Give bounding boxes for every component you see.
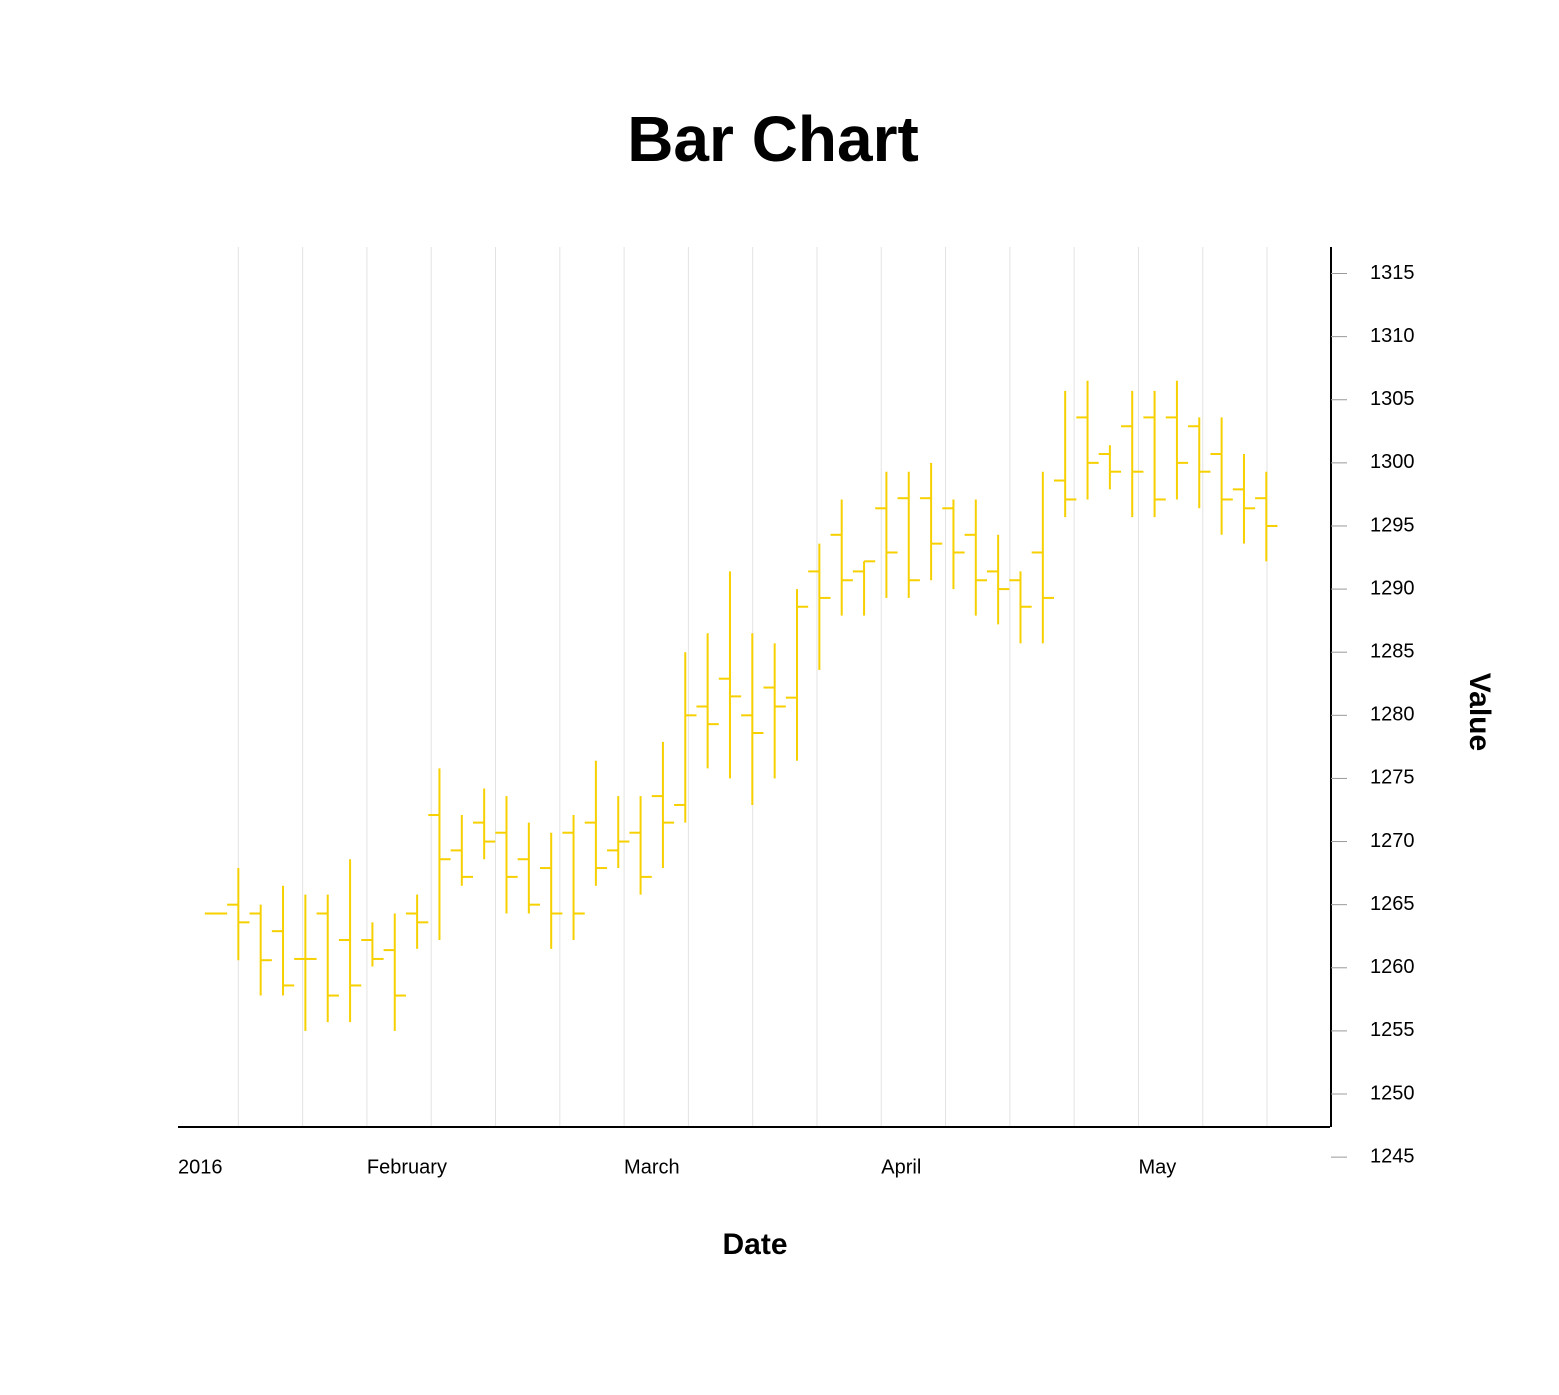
y-tick-label: 1305 [1370,388,1415,410]
x-tick-label: March [624,1156,680,1178]
y-tick-label: 1275 [1370,767,1415,789]
x-tick-label: April [881,1156,921,1178]
x-axis-title: Date [722,1228,787,1261]
y-tick-label: 1245 [1370,1145,1415,1167]
y-tick-label: 1270 [1370,830,1415,852]
y-tick-label: 1260 [1370,956,1415,978]
x-tick-label: 2016 [178,1156,223,1178]
y-tick-label: 1310 [1370,325,1415,347]
x-tick-label: May [1138,1156,1176,1178]
y-tick-label: 1300 [1370,451,1415,473]
y-tick-label: 1295 [1370,514,1415,536]
y-tick-label: 1315 [1370,262,1415,284]
y-tick-label: 1285 [1370,640,1415,662]
y-tick-label: 1250 [1370,1082,1415,1104]
chart-title: Bar Chart [627,103,919,175]
y-tick-label: 1280 [1370,704,1415,726]
y-tick-label: 1290 [1370,577,1415,599]
y-tick-label: 1255 [1370,1019,1415,1041]
y-axis-title: Value [1463,673,1496,751]
x-tick-label: February [367,1156,447,1178]
y-tick-label: 1265 [1370,893,1415,915]
